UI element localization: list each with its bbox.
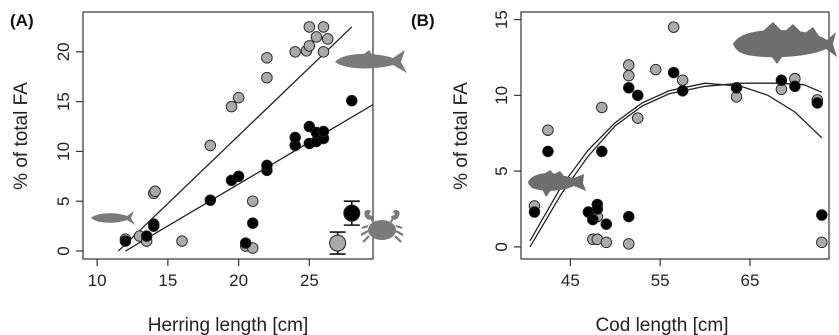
sculpin-icon: [528, 170, 586, 197]
data-point-black: [204, 194, 217, 206]
data-point-grey: [596, 101, 608, 114]
data-point-black: [542, 145, 554, 158]
data-point-grey: [623, 238, 635, 250]
data-point-grey: [247, 195, 259, 207]
panel-a-x-axis-title: Herring length [cm]: [148, 315, 309, 335]
panel-b-fit-curves: [529, 82, 823, 248]
x-tick-label: 20: [229, 271, 248, 290]
x-tick-label: 55: [651, 271, 670, 290]
y-tick-label: 5: [54, 196, 73, 205]
crab-icon: [360, 209, 404, 243]
data-point-grey: [289, 46, 301, 58]
panel-b-x-axis-title: Cod length [cm]: [595, 315, 728, 335]
data-point-grey: [176, 235, 188, 247]
y-tick-label: 10: [54, 142, 73, 161]
data-point-grey: [667, 21, 680, 33]
data-point-grey: [623, 59, 635, 71]
data-point-black: [232, 170, 245, 183]
data-point-black: [247, 217, 259, 229]
y-tick-label: 20: [54, 42, 73, 61]
data-point-black: [587, 213, 599, 226]
data-point-grey: [816, 236, 828, 249]
x-tick-label: 45: [561, 271, 580, 290]
data-point-grey: [303, 21, 316, 33]
panel-a-mean-points: [329, 200, 361, 255]
panel-a: (A) Herring length [cm] % of total FA 10…: [10, 11, 407, 335]
x-tick-label: 65: [741, 271, 760, 290]
data-point-black: [596, 145, 608, 158]
data-point-grey: [261, 52, 273, 64]
data-point-black: [667, 66, 680, 79]
cod-icon: [733, 22, 837, 64]
data-point-black: [600, 218, 613, 230]
panel-b-axes: 45 55 65 0 5 10 15: [492, 10, 759, 290]
panel-a-plot-frame: [82, 11, 374, 260]
fit-line: [117, 26, 353, 252]
panel-a-label: (A): [10, 11, 34, 30]
data-point-black: [346, 94, 358, 107]
data-point-grey: [261, 71, 273, 84]
panel-a-fit-lines: [117, 26, 373, 252]
data-point-black: [631, 89, 644, 102]
data-point-grey: [149, 185, 161, 198]
data-point-black: [623, 82, 635, 94]
y-tick-label: 0: [492, 242, 511, 251]
data-point-black: [261, 159, 273, 172]
fit-curve: [529, 82, 823, 242]
data-point-black: [730, 82, 743, 94]
data-point-grey: [317, 46, 330, 58]
data-point-black: [775, 74, 788, 86]
data-point-grey: [225, 100, 238, 113]
panel-b-y-axis-title: % of total FA: [451, 82, 472, 190]
data-point-black: [528, 206, 541, 218]
x-tick-label: 10: [88, 271, 107, 290]
data-point-black: [811, 97, 824, 109]
data-point-grey: [232, 91, 245, 104]
fit-line: [125, 104, 373, 252]
panel-b-points: [528, 21, 828, 250]
y-tick-label: 5: [492, 166, 511, 175]
y-tick-label: 10: [492, 86, 511, 105]
data-point-grey: [310, 31, 323, 43]
data-point-black: [317, 125, 330, 138]
panel-a-points: [119, 21, 358, 254]
data-point-grey: [623, 69, 635, 82]
data-point-black: [816, 209, 828, 221]
data-point-grey: [631, 112, 644, 124]
data-point-grey: [204, 139, 217, 152]
y-tick-label: 15: [492, 10, 511, 29]
fit-curve: [529, 82, 823, 248]
mean-point-black: [343, 204, 361, 222]
data-point-grey: [676, 74, 689, 86]
data-point-grey: [303, 40, 316, 52]
data-point-black: [119, 235, 132, 247]
panel-b-plot-frame: [520, 11, 830, 260]
small-fish-icon: [91, 211, 135, 225]
data-point-grey: [542, 124, 554, 136]
x-tick-label: 15: [158, 271, 177, 290]
data-point-black: [239, 237, 252, 249]
data-point-black: [140, 230, 153, 242]
data-point-black: [623, 210, 635, 223]
panel-b-label: (B): [411, 11, 435, 30]
mean-point-grey: [329, 234, 347, 252]
data-point-black: [591, 203, 604, 215]
panel-b: (B) Cod length [cm] % of total FA 45 55 65…: [411, 10, 837, 335]
panel-a-axes: 10 15 20 25 0 5 10 15 20: [54, 42, 319, 290]
data-point-grey: [321, 33, 334, 45]
herring-icon: [335, 50, 407, 73]
data-point-black: [289, 131, 301, 144]
y-tick-label: 15: [54, 92, 73, 111]
data-point-black: [676, 85, 689, 97]
x-tick-label: 25: [300, 271, 319, 290]
panel-a-y-axis-title: % of total FA: [11, 82, 32, 190]
data-point-black: [789, 80, 801, 93]
data-point-grey: [317, 21, 330, 33]
data-point-black: [147, 220, 160, 232]
data-point-grey: [649, 63, 662, 76]
data-point-grey: [600, 236, 613, 249]
y-tick-label: 0: [54, 246, 73, 255]
